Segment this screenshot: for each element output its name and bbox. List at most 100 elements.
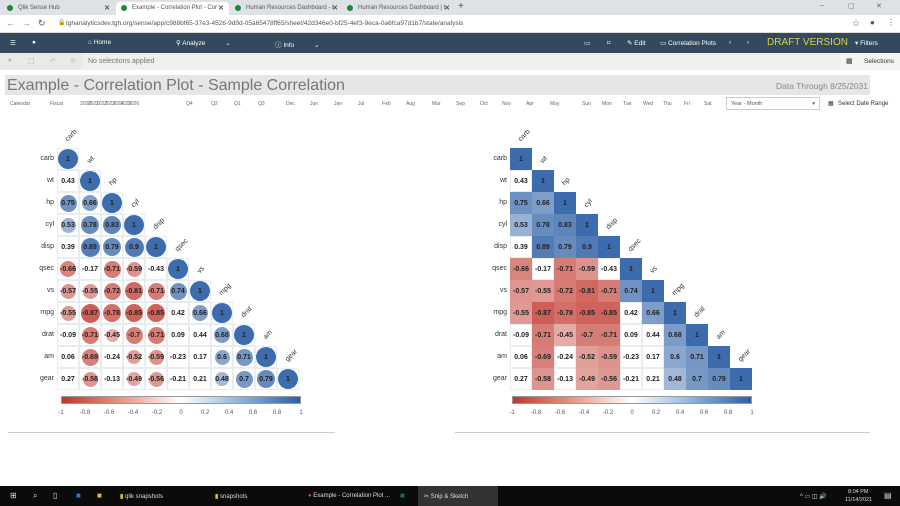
correlation-cell[interactable]: 0.66 [79, 192, 101, 214]
filter-item[interactable]: Wed [643, 101, 654, 107]
close-icon[interactable]: ✕ [104, 5, 110, 12]
filter-item[interactable]: Jan [334, 101, 343, 107]
filter-item[interactable]: Oct [480, 101, 488, 107]
system-tray-icons[interactable]: ^ ▭ ◫ 🔊 [800, 494, 827, 500]
correlation-cell[interactable]: 0.66 [642, 302, 664, 324]
correlation-cell[interactable]: -0.59 [598, 346, 620, 368]
correlation-cell[interactable]: 0.43 [510, 170, 532, 192]
filter-item[interactable]: Q4 [186, 101, 193, 107]
forward-icon[interactable]: → [22, 18, 31, 28]
correlation-cell[interactable]: -0.85 [123, 302, 145, 324]
correlation-cell[interactable]: 0.21 [189, 368, 211, 390]
search-icon[interactable]: ⌕ [33, 491, 38, 500]
browser-tab[interactable]: Qlik Sense Hub ✕ [2, 2, 115, 15]
correlation-cell[interactable]: -0.58 [79, 368, 101, 390]
correlation-cell[interactable]: -0.71 [101, 258, 123, 280]
filter-item[interactable]: Mon [602, 101, 612, 107]
close-icon[interactable]: ✕ [444, 5, 450, 12]
taskbar-item-qlik-snapshots[interactable]: ▮ qlik snapshots [120, 494, 164, 500]
correlation-cell[interactable]: 0.09 [167, 324, 189, 346]
correlation-cell[interactable]: -0.52 [576, 346, 598, 368]
correlation-cell[interactable]: -0.43 [598, 258, 620, 280]
filter-item[interactable]: Apr [526, 101, 534, 107]
correlation-cell[interactable]: 1 [598, 236, 620, 258]
reload-icon[interactable]: ↻ [38, 18, 46, 28]
correlation-cell[interactable]: -0.85 [145, 302, 167, 324]
filter-item[interactable]: 2021 [88, 101, 100, 107]
close-window-button[interactable]: ✕ [876, 3, 882, 10]
previous-sheet-button[interactable]: ‹ [729, 39, 732, 46]
calendar-icon[interactable]: ▦ [828, 101, 834, 107]
filter-item[interactable]: Sun [582, 101, 591, 107]
correlation-cell[interactable]: -0.59 [145, 346, 167, 368]
correlation-cell[interactable]: -0.55 [79, 280, 101, 302]
correlation-cell[interactable]: 0.7 [686, 368, 708, 390]
filter-item[interactable]: Fri [684, 101, 690, 107]
filter-item[interactable]: Q3 [258, 101, 265, 107]
filter-item[interactable]: Tue [623, 101, 632, 107]
correlation-cell[interactable]: 0.7 [233, 368, 255, 390]
correlation-cell[interactable]: -0.71 [145, 280, 167, 302]
excel-icon[interactable]: ■ [400, 491, 405, 500]
next-sheet-button[interactable]: › [747, 39, 750, 46]
correlation-cell[interactable]: -0.72 [101, 280, 123, 302]
correlation-cell[interactable]: 0.17 [642, 346, 664, 368]
select-date-range-button[interactable]: Select Date Range [838, 101, 889, 107]
correlation-cell[interactable]: 1 [532, 170, 554, 192]
filter-item[interactable]: Dec [286, 101, 295, 107]
profile-icon[interactable]: ● [870, 18, 875, 27]
correlation-cell[interactable]: 0.27 [57, 368, 79, 390]
filter-item[interactable]: May [550, 101, 560, 107]
correlation-cell[interactable]: -0.24 [101, 346, 123, 368]
correlation-cell[interactable]: -0.57 [510, 280, 532, 302]
correlation-cell[interactable]: -0.43 [145, 258, 167, 280]
edit-button[interactable]: ✎ Edit [627, 40, 646, 47]
filter-item[interactable]: 2023 [104, 101, 116, 107]
outlook-icon[interactable]: ■ [76, 491, 81, 500]
correlation-cell[interactable]: -0.71 [554, 258, 576, 280]
correlation-cell[interactable]: 0.53 [510, 214, 532, 236]
app-icon[interactable]: ■ [97, 491, 102, 500]
correlation-cell[interactable]: -0.21 [167, 368, 189, 390]
correlation-cell[interactable]: -0.87 [79, 302, 101, 324]
correlation-cell[interactable]: 0.79 [255, 368, 277, 390]
correlation-cell[interactable]: 1 [730, 368, 752, 390]
correlation-cell[interactable]: 0.79 [708, 368, 730, 390]
correlation-cell[interactable]: 0.48 [664, 368, 686, 390]
filter-item[interactable]: Jun [310, 101, 319, 107]
correlation-cell[interactable]: 1 [554, 192, 576, 214]
correlation-cell[interactable]: -0.49 [123, 368, 145, 390]
correlation-cell[interactable]: -0.17 [532, 258, 554, 280]
correlation-cell[interactable]: -0.52 [123, 346, 145, 368]
correlation-cell[interactable]: 0.74 [620, 280, 642, 302]
correlation-cell[interactable]: -0.56 [145, 368, 167, 390]
correlation-cell[interactable]: -0.55 [57, 302, 79, 324]
hamburger-icon[interactable]: ☰ [10, 40, 16, 47]
smart-search-icon[interactable]: ⌕ [8, 57, 12, 64]
taskbar-item-snip-sketch[interactable]: ✂ Snip & Sketch [418, 486, 499, 506]
correlation-cell[interactable]: -0.49 [576, 368, 598, 390]
correlation-cell[interactable]: 0.83 [101, 214, 123, 236]
selections-button[interactable]: ▦ Selections [840, 53, 900, 70]
browser-tab[interactable]: Human Resources Dashboard - I ✕ [230, 2, 343, 15]
correlation-cell[interactable]: -0.7 [576, 324, 598, 346]
correlation-cell[interactable]: -0.66 [57, 258, 79, 280]
correlation-cell[interactable]: 1 [211, 302, 233, 324]
correlation-cell[interactable]: -0.09 [57, 324, 79, 346]
filter-item[interactable]: Mar [432, 101, 441, 107]
close-icon[interactable]: ✕ [218, 5, 224, 12]
correlation-cell[interactable]: -0.24 [554, 346, 576, 368]
close-icon[interactable]: ✕ [332, 5, 338, 12]
correlation-cell[interactable]: 1 [510, 148, 532, 170]
correlation-cell[interactable]: -0.66 [510, 258, 532, 280]
correlation-cell[interactable]: 0.75 [57, 192, 79, 214]
filter-item[interactable]: Nov [502, 101, 511, 107]
filter-item[interactable]: Feb [382, 101, 391, 107]
correlation-cell[interactable]: -0.45 [101, 324, 123, 346]
correlation-cell[interactable]: 1 [167, 258, 189, 280]
correlation-cell[interactable]: 0.68 [211, 324, 233, 346]
url-field[interactable]: tghanalyticsdev.tgh.org/sense/app/c988bf… [66, 20, 464, 27]
correlation-cell[interactable]: 0.74 [167, 280, 189, 302]
analyze-button[interactable]: ⚲ Analyze ⌄ [176, 40, 231, 47]
year-month-dropdown[interactable]: Year - Month ▾ [726, 97, 820, 110]
